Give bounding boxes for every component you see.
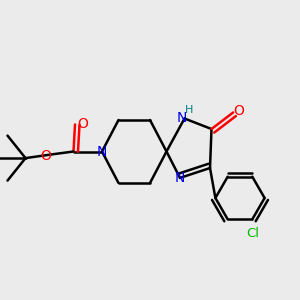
Text: N: N — [175, 171, 185, 185]
Text: N: N — [177, 112, 187, 125]
Text: O: O — [77, 117, 88, 131]
Text: O: O — [234, 104, 244, 118]
Text: Cl: Cl — [246, 227, 260, 240]
Text: O: O — [40, 149, 51, 163]
Text: N: N — [97, 145, 107, 158]
Text: H: H — [185, 105, 194, 115]
